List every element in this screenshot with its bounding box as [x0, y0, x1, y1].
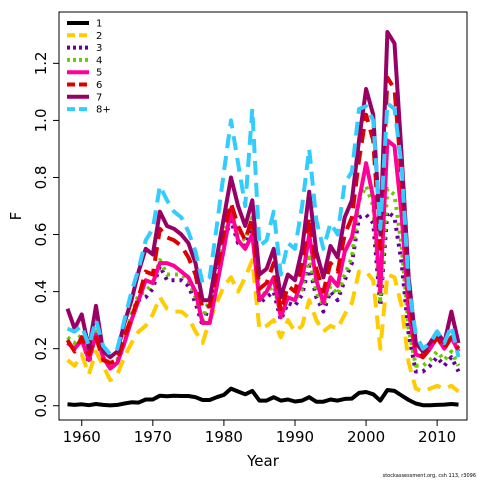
y-axis-label: F	[7, 212, 25, 221]
x-axis: 1960 1970 1980 1990 2000 2010	[63, 420, 456, 446]
y-tick-label: 0.4	[32, 280, 50, 304]
legend-label-8plus: 8+	[96, 105, 111, 116]
footnote: stockassessment.org, csh 113, r3096	[383, 473, 476, 479]
legend-label-4: 4	[96, 55, 102, 66]
x-tick-label: 1960	[63, 428, 101, 446]
series-line-6	[65, 75, 461, 365]
series-line-8plus	[66, 101, 461, 358]
series-line-5	[66, 138, 461, 371]
series-line-7	[65, 30, 461, 360]
x-axis-label: Year	[246, 452, 280, 470]
y-tick-label: 0.6	[32, 223, 50, 247]
series-line-1	[67, 386, 459, 408]
y-axis: 0.0 0.2 0.4 0.6 0.8 1.0 1.2	[32, 51, 59, 418]
x-tick-label: 2000	[347, 428, 385, 446]
series-layer	[65, 30, 461, 408]
series-line-4	[66, 184, 461, 368]
y-tick-label: 1.0	[32, 108, 50, 132]
plot-frame	[58, 11, 468, 421]
legend-label-3: 3	[96, 43, 102, 54]
x-tick-label: 2010	[418, 428, 456, 446]
y-tick-label: 0.8	[32, 166, 50, 190]
legend-label-5: 5	[96, 68, 102, 79]
series-line-2	[66, 258, 460, 394]
legend-label-1: 1	[96, 19, 102, 30]
x-tick-label: 1970	[134, 428, 172, 446]
legend-label-7: 7	[96, 92, 102, 103]
x-tick-label: 1980	[205, 428, 243, 446]
y-tick-label: 0.2	[32, 337, 50, 361]
series-line-3	[66, 209, 461, 374]
y-tick-label: 1.2	[32, 51, 50, 75]
legend-label-2: 2	[96, 31, 102, 42]
legend-label-6: 6	[96, 80, 102, 91]
y-tick-label: 0.0	[32, 394, 50, 418]
x-tick-label: 1990	[276, 428, 314, 446]
